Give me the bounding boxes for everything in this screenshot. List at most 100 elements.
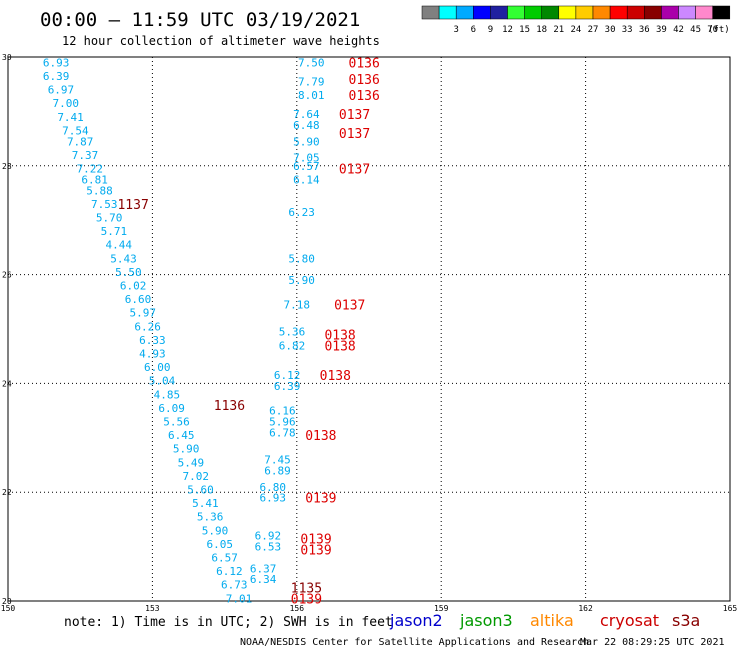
pass-id-label: 0138 xyxy=(305,429,336,444)
legend-swatch-label: 33 xyxy=(622,25,633,35)
swh-value-label: 5.90 xyxy=(293,135,320,148)
swh-value-label: 5.36 xyxy=(279,326,306,339)
swh-value-label: 7.05 xyxy=(293,152,320,165)
x-tick-labels: 150 153 156 159 162 165 xyxy=(1,604,738,613)
swh-value-label: 6.00 xyxy=(144,361,171,374)
legend-swatch-label: 9 xyxy=(488,25,493,35)
footer-note: note: 1) Time is in UTC; 2) SWH is in fe… xyxy=(64,615,393,630)
x-tick-label: 159 xyxy=(434,604,449,613)
pass-id-label: 0136 xyxy=(349,73,380,88)
swh-value-label: 8.01 xyxy=(298,89,325,102)
swh-value-label: 6.53 xyxy=(255,541,282,554)
swh-value-label: 6.80 xyxy=(259,481,286,494)
pass-id-label: 0138 xyxy=(324,328,355,343)
swh-value-label: 5.71 xyxy=(101,225,128,238)
chart-title: 00:00 – 11:59 UTC 03/19/2021 xyxy=(40,9,360,31)
y-tick-label: 20 xyxy=(2,597,12,606)
y-tick-label: 30 xyxy=(2,53,12,62)
legend-swatch-label: 3 xyxy=(453,25,458,35)
swh-value-label: 6.81 xyxy=(81,173,108,186)
swh-value-label: 6.12 xyxy=(216,565,243,578)
swh-value-label: 5.90 xyxy=(173,443,200,456)
legend-swatch-label: 30 xyxy=(605,25,616,35)
legend-swatch-label: 42 xyxy=(673,25,684,35)
swh-value-label: 7.00 xyxy=(53,97,80,110)
satellite-legend-altika: altika xyxy=(530,611,574,630)
swh-value-label: 5.49 xyxy=(178,456,205,469)
legend-swatch-label: 24 xyxy=(570,25,581,35)
swh-value-label: 6.78 xyxy=(269,426,296,439)
pass-id-label: 0139 xyxy=(305,492,336,507)
pass-id-label: 0136 xyxy=(349,89,380,104)
swh-value-label: 6.92 xyxy=(255,530,282,543)
swh-value-labels: 6.936.396.977.007.417.547.877.377.226.81… xyxy=(43,56,325,605)
swh-value-label: 7.37 xyxy=(72,149,99,162)
pass-id-label: 0137 xyxy=(339,127,370,142)
swh-value-label: 6.12 xyxy=(274,369,301,382)
swh-value-label: 6.34 xyxy=(250,573,277,586)
satellite-legend-jason2: jason2 xyxy=(389,611,443,630)
legend-swatch-label: 6 xyxy=(471,25,476,35)
swh-value-label: 6.73 xyxy=(221,579,248,592)
satellite-legend-cryosat: cryosat xyxy=(600,611,659,630)
swh-value-label: 5.97 xyxy=(130,307,157,320)
swh-value-label: 6.89 xyxy=(264,464,291,477)
legend-swatch xyxy=(626,5,645,20)
pass-id-label: 0139 xyxy=(300,532,331,547)
x-tick-label: 156 xyxy=(290,604,305,613)
legend-swatch xyxy=(541,5,560,20)
swh-value-label: 5.41 xyxy=(192,497,219,510)
x-tick-label: 162 xyxy=(578,604,593,613)
pass-id-label: 0139 xyxy=(300,543,331,558)
swh-value-label: 7.18 xyxy=(284,299,311,312)
swh-value-label: 6.14 xyxy=(293,173,320,186)
swh-value-label: 5.56 xyxy=(163,415,190,428)
swh-value-label: 7.50 xyxy=(298,56,325,69)
pass-id-label: 1137 xyxy=(117,198,148,213)
legend-swatch-label: 45 xyxy=(690,25,701,35)
legend-swatch-label: 15 xyxy=(519,25,530,35)
swh-value-label: 7.64 xyxy=(293,108,320,121)
swh-value-label: 4.44 xyxy=(105,239,132,252)
pass-id-labels: 0136013601360137013701371137013701380138… xyxy=(117,56,379,607)
legend-swatch xyxy=(558,5,577,20)
satellite-legend-jason3: jason3 xyxy=(459,611,513,630)
color-scale-unit: (ft) xyxy=(708,25,730,35)
footer-credit: NOAA/NESDIS Center for Satellite Applica… xyxy=(240,637,589,648)
swh-value-label: 5.50 xyxy=(115,266,142,279)
pass-id-label: 0138 xyxy=(320,369,351,384)
satellite-legend: jason2 jason3 altika cryosat s3a xyxy=(389,611,700,630)
legend-swatch xyxy=(712,5,731,20)
legend-swatch xyxy=(507,5,525,20)
swh-value-label: 6.97 xyxy=(48,84,75,97)
legend-swatch-label: 12 xyxy=(502,25,513,35)
legend-swatch-label: 27 xyxy=(588,25,599,35)
swh-value-label: 4.85 xyxy=(154,388,181,401)
grid-lines xyxy=(8,57,730,601)
swh-value-label: 6.57 xyxy=(293,160,320,173)
swh-value-label: 5.80 xyxy=(288,252,315,265)
swh-value-label: 6.39 xyxy=(274,380,301,393)
pass-id-label: 0137 xyxy=(339,108,370,123)
swh-value-label: 7.01 xyxy=(226,592,253,605)
color-scale-legend: 3 6 9 12 15 18 21 24 27 30 33 36 39 42 45 70 xyxy=(421,5,731,35)
swh-value-label: 5.36 xyxy=(197,511,224,524)
legend-swatch xyxy=(695,5,713,20)
swh-value-label: 5.70 xyxy=(96,211,123,224)
footer-timestamp: Mar 22 08:29:25 UTC 2021 xyxy=(580,637,725,648)
swh-value-label: 6.37 xyxy=(250,562,277,575)
pass-id-label: 0136 xyxy=(349,56,380,71)
legend-swatch xyxy=(592,5,611,20)
swh-value-label: 5.88 xyxy=(86,184,113,197)
swh-value-label: 6.82 xyxy=(279,339,306,352)
swh-value-label: 7.02 xyxy=(182,470,209,483)
legend-swatch xyxy=(678,5,696,20)
swh-value-label: 6.23 xyxy=(288,206,315,219)
legend-swatch xyxy=(455,5,474,20)
pass-id-label: 0137 xyxy=(334,299,365,314)
satellite-legend-s3a: s3a xyxy=(672,611,700,630)
legend-swatch-label: 70 xyxy=(707,25,718,35)
